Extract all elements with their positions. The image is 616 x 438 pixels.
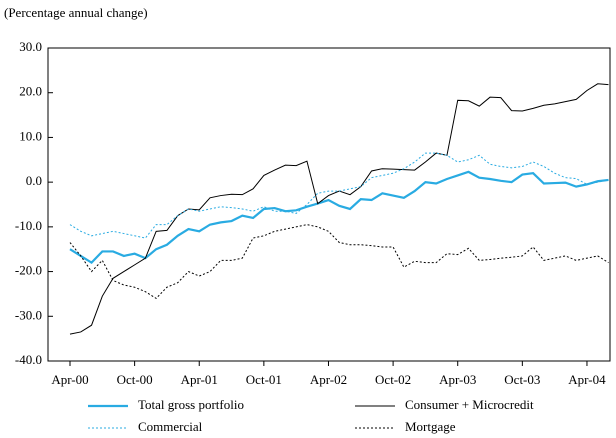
plot-frame [47,47,611,362]
legend-label: Mortgage [405,419,456,434]
y-tick-label: 0.0 [26,173,42,188]
x-tick-label: Apr-03 [439,372,476,387]
y-tick-label: -10.0 [15,218,42,233]
y-tick-label: -30.0 [15,307,42,322]
x-tick-label: Oct-01 [246,372,282,387]
x-tick-label: Apr-04 [568,372,606,387]
y-tick-label: 20.0 [19,84,42,99]
series-line [69,152,609,239]
y-tick-label: 30.0 [19,39,42,54]
x-tick-label: Apr-01 [181,372,218,387]
y-tick-label: -40.0 [15,352,42,367]
series-line [69,170,609,265]
legend-label: Commercial [138,419,203,434]
x-tick-label: Oct-03 [504,372,540,387]
y-tick-label: 10.0 [19,128,42,143]
x-tick-label: Oct-00 [117,372,153,387]
x-tick-label: Oct-02 [375,372,411,387]
y-tick-label: -20.0 [15,263,42,278]
x-tick-label: Apr-00 [51,372,88,387]
legend-label: Total gross portfolio [138,397,244,412]
series-line [69,83,609,335]
series-line [69,224,609,300]
subtitle: (Percentage annual change) [4,5,148,20]
x-tick-label: Apr-02 [310,372,347,387]
legend-label: Consumer + Microcredit [405,397,534,412]
